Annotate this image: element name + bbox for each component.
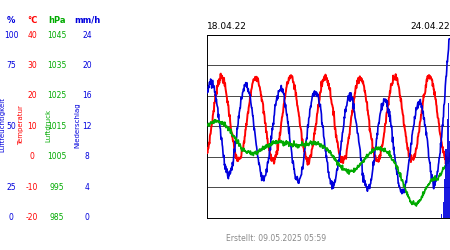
Text: -20: -20: [26, 213, 38, 222]
Text: Luftdruck: Luftdruck: [45, 108, 52, 142]
Text: 20: 20: [27, 91, 37, 100]
Text: 75: 75: [6, 61, 16, 70]
Text: 20: 20: [82, 61, 92, 70]
Text: 1035: 1035: [47, 61, 67, 70]
Text: hPa: hPa: [48, 16, 66, 24]
Text: 16: 16: [82, 91, 92, 100]
Bar: [443, 202, 444, 218]
Text: Temperatur: Temperatur: [18, 105, 24, 145]
Text: 40: 40: [27, 30, 37, 40]
Text: 0: 0: [85, 213, 90, 222]
Bar: [448, 104, 449, 218]
Bar: [447, 119, 448, 218]
Text: 50: 50: [6, 122, 16, 131]
Text: 8: 8: [85, 152, 89, 161]
Text: 1005: 1005: [47, 152, 67, 161]
Text: Erstellt: 09.05.2025 05:59: Erstellt: 09.05.2025 05:59: [226, 234, 327, 243]
Text: 25: 25: [7, 182, 16, 192]
Text: °C: °C: [27, 16, 37, 24]
Text: 0: 0: [9, 213, 14, 222]
Text: 4: 4: [85, 182, 90, 192]
Text: 0: 0: [30, 152, 35, 161]
Text: %: %: [7, 16, 16, 24]
Text: 12: 12: [82, 122, 92, 131]
Text: 1015: 1015: [47, 122, 67, 131]
Text: 30: 30: [27, 61, 37, 70]
Text: 1025: 1025: [47, 91, 67, 100]
Text: 985: 985: [50, 213, 64, 222]
Text: 10: 10: [27, 122, 37, 131]
Text: 24: 24: [82, 30, 92, 40]
Text: Niederschlag: Niederschlag: [75, 102, 81, 148]
Bar: [441, 214, 442, 218]
Text: -10: -10: [26, 182, 38, 192]
Text: 24.04.22: 24.04.22: [410, 22, 450, 31]
Text: 1045: 1045: [47, 30, 67, 40]
Text: mm/h: mm/h: [74, 16, 100, 24]
Text: 100: 100: [4, 30, 18, 40]
Bar: [444, 180, 445, 218]
Text: 995: 995: [50, 182, 64, 192]
Text: 18.04.22: 18.04.22: [207, 22, 247, 31]
Text: Luftfeuchtigkeit: Luftfeuchtigkeit: [0, 98, 5, 152]
